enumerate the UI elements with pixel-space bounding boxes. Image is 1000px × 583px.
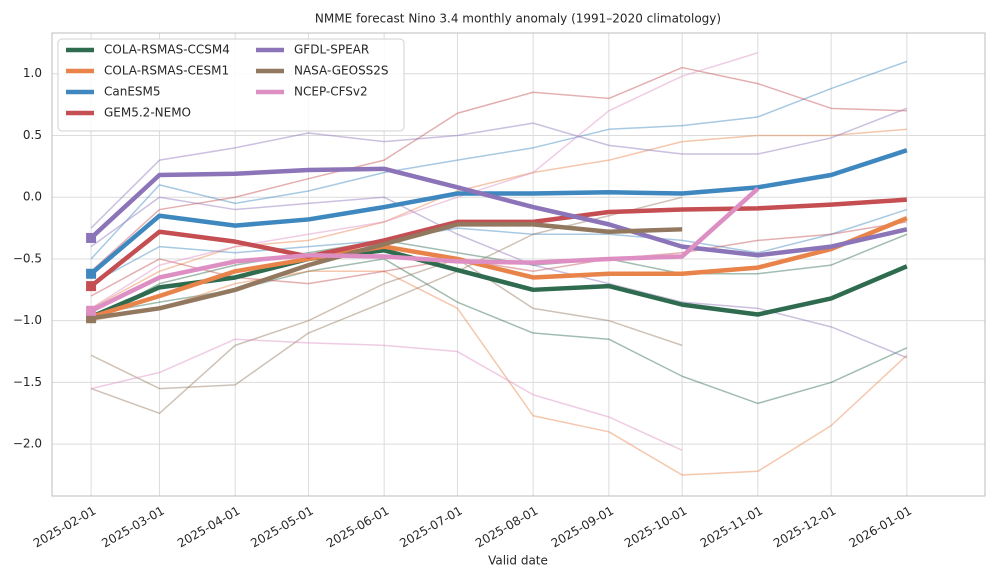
- legend-label: CanESM5: [104, 85, 161, 99]
- mean-line: [89, 148, 908, 276]
- start-marker: [86, 313, 97, 324]
- x-tick-label: 2025-05-01: [248, 504, 315, 551]
- legend-label: NASA-GEOSS2S: [294, 64, 389, 78]
- member-line: [90, 107, 908, 229]
- y-tick-label: 0.5: [23, 128, 42, 142]
- mean-line: [90, 186, 760, 313]
- member-line: [90, 338, 683, 451]
- chart-title: NMME forecast Nino 3.4 monthly anomaly (…: [315, 12, 721, 26]
- legend-label: GFDL-SPEAR: [294, 43, 369, 57]
- y-tick-label: −2.0: [13, 437, 42, 451]
- y-tick-label: 1.0: [23, 66, 42, 80]
- member-line: [90, 66, 907, 272]
- legend-label: COLA-RSMAS-CCSM4: [104, 43, 230, 57]
- start-marker: [86, 232, 97, 243]
- x-axis-label: Valid date: [488, 554, 548, 568]
- start-marker: [86, 268, 97, 279]
- x-tick-label: 2025-09-01: [549, 504, 616, 551]
- member-line: [90, 60, 908, 260]
- y-tick-label: −1.0: [13, 313, 42, 327]
- y-tick-label: 0.0: [23, 190, 42, 204]
- member-line: [90, 52, 759, 309]
- plot-frame: [51, 32, 986, 497]
- x-tick-label: 2025-08-01: [473, 504, 540, 551]
- x-tick-label: 2025-03-01: [99, 504, 166, 551]
- start-marker: [86, 305, 97, 316]
- mean-line: [89, 166, 908, 258]
- member-line: [90, 233, 908, 322]
- legend-label: GEM5.2-NEMO: [104, 106, 191, 120]
- x-tick-label: 2025-12-01: [771, 504, 838, 551]
- x-tick-label: 2025-11-01: [698, 504, 765, 551]
- mean-line: [89, 197, 907, 288]
- mean-line: [90, 222, 683, 321]
- legend-label: NCEP-CFSv2: [294, 85, 368, 99]
- member-line: [90, 208, 908, 285]
- member-line: [90, 270, 908, 476]
- mean-line: [90, 216, 908, 320]
- start-marker: [86, 281, 97, 292]
- member-line: [90, 196, 683, 390]
- x-tick-label: 2026-01-01: [847, 504, 914, 551]
- member-line: [90, 258, 683, 415]
- x-tick-label: 2025-04-01: [175, 504, 242, 551]
- legend-box: [57, 38, 405, 132]
- x-tick-label: 2025-07-01: [397, 504, 464, 551]
- x-tick-label: 2025-02-01: [31, 504, 98, 551]
- member-line: [90, 128, 907, 309]
- mean-line: [90, 248, 908, 320]
- y-tick-label: −1.5: [13, 375, 42, 389]
- x-tick-label: 2025-06-01: [324, 504, 391, 551]
- legend: COLA-RSMAS-CCSM4 COLA-RSMAS-CESM1 CanESM5 G…: [57, 38, 405, 132]
- x-tick-label: 2025-10-01: [622, 504, 689, 551]
- legend-label: COLA-RSMAS-CESM1: [104, 64, 229, 78]
- y-tick-label: −0.5: [13, 251, 42, 265]
